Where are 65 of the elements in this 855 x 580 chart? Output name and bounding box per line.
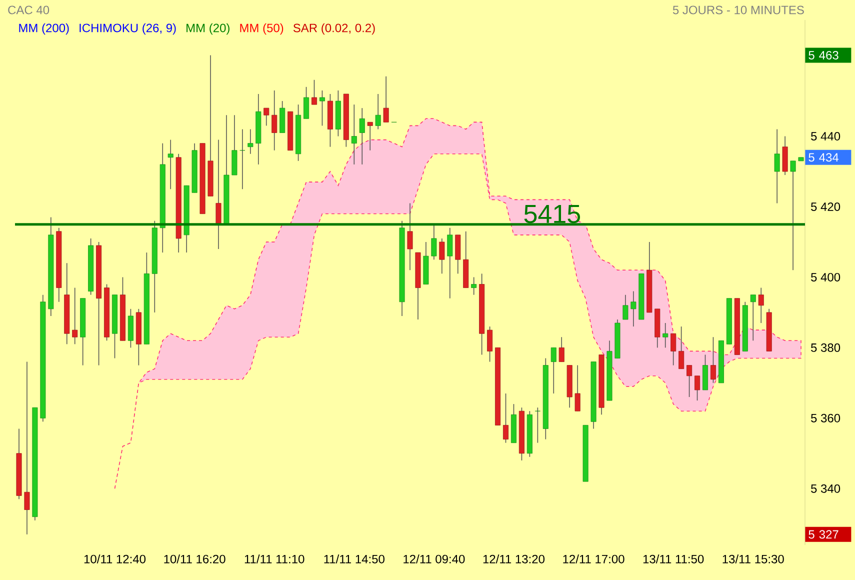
y-tick-label: 5 440 — [811, 132, 840, 141]
chart-subtitle: 5 JOURS - 10 MINUTES — [672, 6, 804, 14]
candlestick — [686, 364, 692, 398]
candlestick — [550, 347, 556, 394]
candlestick — [558, 336, 564, 362]
candlestick — [503, 393, 509, 444]
candlestick — [750, 294, 756, 342]
candlestick — [487, 326, 493, 362]
candlestick — [622, 294, 628, 320]
candlestick — [359, 108, 365, 165]
annotation: ICHIMOKU (26, 9) — [80, 23, 176, 35]
x-tick-label: 13/11 11:50 — [643, 554, 704, 564]
candlestick — [240, 128, 246, 190]
candlestick — [471, 276, 477, 296]
ref-line-label: 5415 — [524, 205, 580, 224]
candlestick — [216, 139, 222, 250]
x-tick-label: 10/11 16:20 — [164, 554, 226, 564]
candlestick — [758, 287, 764, 324]
x-tick-label: 10/11 12:40 — [84, 554, 146, 564]
candlestick — [375, 94, 381, 130]
candlestick — [447, 227, 453, 299]
candlestick — [304, 86, 310, 120]
x-tick-label: 12/11 17:00 — [563, 554, 624, 564]
candlestick — [670, 333, 676, 366]
candlestick — [367, 122, 373, 151]
y-tick-label: 5 463 — [808, 50, 838, 60]
candlestick — [248, 128, 254, 154]
y-tick-label: 5 340 — [811, 484, 840, 493]
candlestick — [710, 336, 716, 384]
candlestick — [24, 361, 30, 535]
candlestick — [694, 375, 700, 401]
candlestick — [774, 128, 780, 204]
x-tick-label: 11/11 14:50 — [324, 554, 384, 564]
y-tick-label: 5 434 — [808, 153, 839, 162]
candlestick — [630, 290, 636, 327]
y-tick-label: 5 380 — [811, 343, 840, 352]
candlestick — [351, 104, 357, 165]
candlestick — [72, 287, 78, 345]
y-tick-label: 5 360 — [811, 414, 840, 422]
annotation: MM (20) — [186, 23, 230, 35]
annotation: SAR (0.02, 0.2) — [293, 23, 375, 35]
y-tick-label: 5 400 — [811, 272, 840, 282]
candlestick — [383, 76, 389, 123]
candlestick — [534, 407, 540, 444]
x-tick-label: 11/11 11:10 — [244, 554, 304, 564]
candlestick — [264, 108, 270, 126]
annotation: MM (50) — [240, 23, 284, 35]
x-tick-label: 12/11 09:40 — [404, 554, 465, 564]
candlestick — [574, 364, 580, 412]
candlestick — [407, 202, 413, 271]
y-tick-label: 5 327 — [808, 530, 838, 539]
candlestick — [678, 326, 684, 370]
candlestick — [431, 224, 437, 260]
x-tick-label: 13/11 15:30 — [722, 554, 784, 564]
chart-title: CAC 40 — [8, 6, 50, 14]
candlestick — [662, 322, 668, 348]
candlestick — [439, 238, 445, 274]
annotation: MM (200) — [19, 23, 69, 35]
y-tick-label: 5 420 — [811, 202, 840, 211]
x-tick-label: 12/11 13:20 — [483, 554, 545, 564]
candlestick — [168, 139, 174, 190]
candlestick — [272, 90, 278, 151]
candlestick — [319, 90, 325, 126]
candlestick — [311, 79, 317, 105]
candlestick — [790, 160, 796, 271]
